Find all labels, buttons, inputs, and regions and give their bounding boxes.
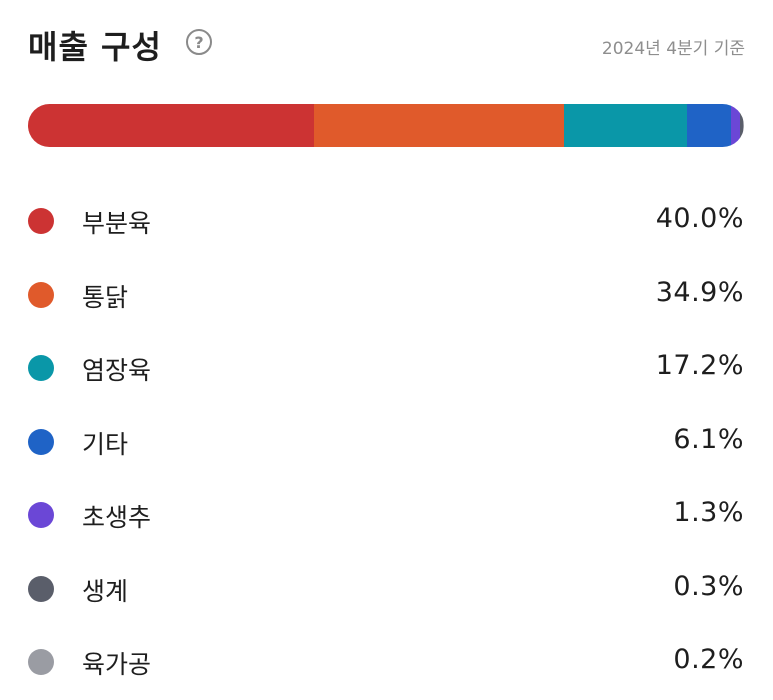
legend-dot-icon (28, 355, 54, 381)
legend-value: 40.0% (655, 203, 744, 234)
legend-label: 생계 (82, 576, 129, 606)
legend-value: 1.3% (673, 497, 744, 528)
legend-item: 초생추 1.3% (28, 479, 744, 553)
legend-item: 육가공 0.2% (28, 626, 744, 700)
help-icon[interactable]: ? (186, 29, 212, 55)
legend-value: 34.9% (655, 276, 744, 308)
bar-segment[interactable] (687, 104, 732, 147)
legend-label: 부분육 (82, 209, 152, 238)
legend-item: 부분육 40.0% (28, 185, 744, 259)
chart-subtitle: 2024년 4분기 기준 (601, 39, 745, 59)
legend-value: 6.1% (673, 423, 744, 455)
bar-segment[interactable] (28, 104, 315, 147)
legend-value: 17.2% (655, 350, 744, 381)
chart-title: 매출 구성 (28, 28, 162, 66)
legend-item: 통닭 34.9% (28, 259, 744, 333)
legend-label: 기타 (82, 429, 129, 459)
chart-header: 매출 구성 ? 2024년 4분기 기준 (28, 18, 745, 68)
legend-label: 통닭 (82, 282, 129, 312)
legend-dot-icon (28, 575, 54, 602)
bar-segment[interactable] (742, 104, 744, 147)
legend-value: 0.2% (673, 644, 744, 675)
legend-item: 염장육 17.2% (28, 332, 744, 406)
legend-dot-icon (28, 428, 54, 455)
legend-item: 생계 0.3% (28, 553, 744, 627)
legend-value: 0.3% (673, 570, 744, 602)
legend-dot-icon (28, 649, 54, 675)
stacked-bar (28, 104, 744, 147)
bar-segment[interactable] (731, 104, 741, 147)
bar-segment[interactable] (314, 104, 565, 147)
legend-item: 기타 6.1% (28, 406, 744, 480)
bar-segment[interactable] (740, 104, 743, 147)
legend-dot-icon (28, 502, 54, 528)
bar-segment[interactable] (564, 104, 688, 147)
legend-label: 염장육 (82, 356, 152, 385)
legend: 부분육 40.0% 통닭 34.9% 염장육 17.2% 기타 6.1% 초생추 1.3% 생계 0.… (28, 185, 744, 700)
legend-label: 초생추 (82, 503, 152, 532)
legend-dot-icon (28, 281, 54, 308)
legend-dot-icon (28, 208, 54, 234)
legend-label: 육가공 (82, 650, 152, 679)
